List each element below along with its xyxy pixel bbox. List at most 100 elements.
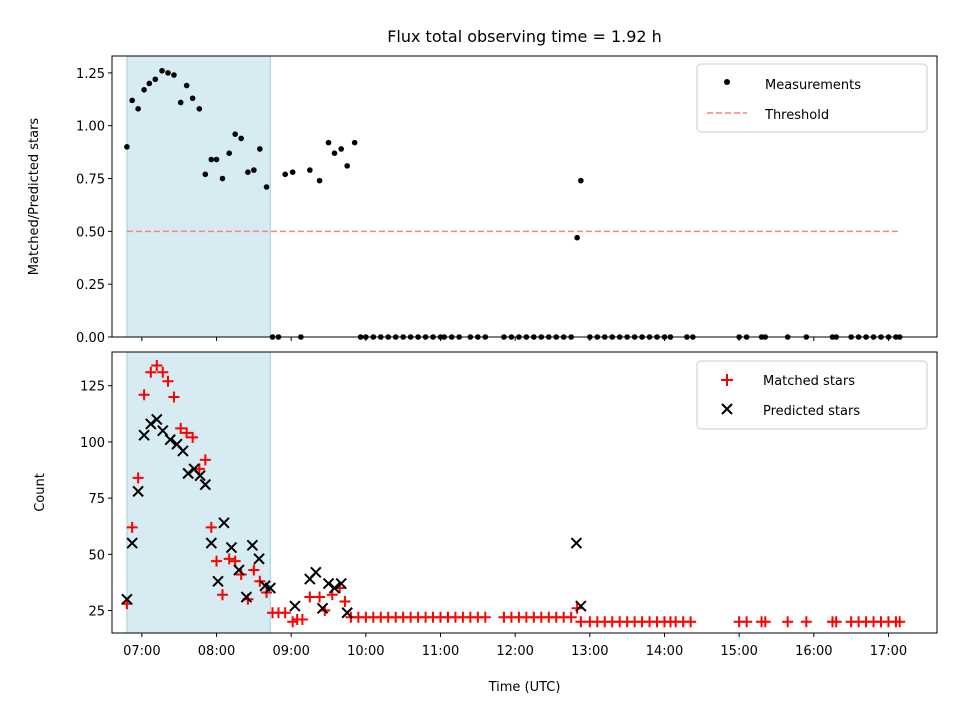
bottom-x-tick-label: 09:00 xyxy=(272,644,309,659)
matched-star-point xyxy=(894,616,906,628)
matched-star-point xyxy=(759,616,771,628)
bottom-x-tick-label: 10:00 xyxy=(347,644,384,659)
measurement-point xyxy=(325,139,332,146)
matched-star-point xyxy=(138,389,150,401)
predicted-stars-points xyxy=(121,413,587,619)
matched-star-point xyxy=(126,521,138,533)
matched-star-point xyxy=(296,614,308,626)
measurement-point xyxy=(124,144,130,150)
bottom-legend: Matched stars Predicted stars xyxy=(696,360,928,430)
top-legend-box xyxy=(696,63,928,133)
predicted-star-point xyxy=(218,517,230,529)
x-axis-label: Time (UTC) xyxy=(488,680,561,695)
legend-measurements-marker xyxy=(724,79,730,85)
measurement-point xyxy=(146,80,153,87)
top-y-ticks: 0.00 0.25 0.50 0.75 1.00 1.25 xyxy=(76,67,112,346)
bottom-legend-box xyxy=(696,360,928,430)
matched-star-point xyxy=(800,616,812,628)
top-x-ticks xyxy=(141,337,889,341)
measurement-point xyxy=(226,150,233,156)
predicted-star-point xyxy=(310,566,322,579)
matched-stars-points xyxy=(121,359,906,628)
measurement-point xyxy=(289,169,296,176)
measurement-point xyxy=(189,95,196,102)
matched-star-point xyxy=(151,359,163,371)
chart-title: Flux total observing time = 1.92 h xyxy=(387,27,662,46)
bottom-x-tick-label: 14:00 xyxy=(646,644,683,659)
bottom-axes: 25 50 75 100 125 07:00 08:00 09:00 10:00 11:00 12… xyxy=(33,351,938,695)
measurement-point xyxy=(282,171,289,178)
predicted-star-point xyxy=(264,582,276,594)
matched-star-point xyxy=(782,616,794,628)
matched-star-point xyxy=(229,555,241,567)
measurement-point xyxy=(338,146,345,152)
measurement-point xyxy=(316,177,323,184)
predicted-star-point xyxy=(328,582,341,594)
bottom-x-tick-label: 17:00 xyxy=(870,644,907,659)
bottom-x-tick-label: 11:00 xyxy=(422,644,459,659)
measurement-point xyxy=(196,106,203,112)
measurement-point xyxy=(152,76,159,83)
bottom-y-axis-label: Count xyxy=(33,473,48,512)
predicted-star-point xyxy=(194,469,206,482)
predicted-star-point xyxy=(341,607,353,619)
matched-star-point xyxy=(199,454,211,466)
predicted-star-point xyxy=(126,537,138,549)
measurement-point xyxy=(219,175,226,182)
top-axes: 0.00 0.25 0.50 0.75 1.00 1.25 Flux total obse… xyxy=(27,27,938,346)
predicted-star-point xyxy=(289,600,301,612)
matched-star-point xyxy=(223,553,235,565)
predicted-star-point xyxy=(322,577,335,590)
matched-star-point xyxy=(145,366,157,378)
legend-threshold-label: Threshold xyxy=(764,108,829,123)
measurement-point xyxy=(351,139,358,146)
measurement-point xyxy=(238,135,244,142)
bottom-x-tick-label: 08:00 xyxy=(198,644,235,659)
measurement-point xyxy=(208,156,215,163)
predicted-star-point xyxy=(151,413,163,426)
predicted-star-point xyxy=(199,478,212,491)
bottom-x-tick-label: 12:00 xyxy=(496,644,533,659)
measurement-point xyxy=(251,167,257,173)
predicted-star-point xyxy=(246,539,259,552)
matched-star-point xyxy=(162,375,174,387)
measurement-point xyxy=(165,70,171,76)
matched-star-point xyxy=(157,366,169,378)
matched-star-point xyxy=(216,589,228,601)
measurement-point xyxy=(183,82,190,89)
bottom-shaded-span xyxy=(126,351,271,634)
measurement-point xyxy=(232,131,238,137)
predicted-star-point xyxy=(132,485,144,498)
measurement-point xyxy=(141,87,147,93)
measurement-point xyxy=(213,156,220,163)
measurement-point xyxy=(331,150,338,156)
bottom-y-tick-label: 75 xyxy=(88,492,105,507)
legend-predicted-label: Predicted stars xyxy=(763,404,860,419)
legend-predicted-marker xyxy=(721,403,733,415)
matched-star-point xyxy=(175,422,187,434)
matched-star-point xyxy=(830,616,842,628)
measurement-point xyxy=(257,146,263,152)
measurement-point xyxy=(177,99,184,106)
bottom-x-tick-label: 13:00 xyxy=(571,644,608,659)
predicted-star-point xyxy=(182,467,194,480)
top-y-axis-label: Matched/Predicted stars xyxy=(27,118,42,276)
top-y-tick-label: 0.75 xyxy=(76,173,105,188)
matched-star-point xyxy=(741,616,753,628)
measurement-point xyxy=(578,177,584,184)
measurement-point xyxy=(159,67,165,74)
predicted-star-point xyxy=(316,602,329,614)
matched-star-point xyxy=(248,564,260,576)
predicted-star-point xyxy=(177,445,189,457)
measurement-point xyxy=(307,167,313,173)
matched-star-point xyxy=(339,596,351,608)
predicted-star-point xyxy=(212,575,224,588)
matched-star-point xyxy=(479,611,491,623)
predicted-star-point xyxy=(225,541,238,554)
legend-measurements-label: Measurements xyxy=(765,78,861,93)
matched-star-point xyxy=(304,591,316,603)
bottom-x-ticks: 07:00 08:00 09:00 10:00 11:00 12:00 13:00 14:00… xyxy=(123,633,907,659)
measurement-point xyxy=(263,184,270,190)
bottom-axes-frame xyxy=(111,351,938,634)
top-y-tick-label: 0.00 xyxy=(76,331,105,346)
